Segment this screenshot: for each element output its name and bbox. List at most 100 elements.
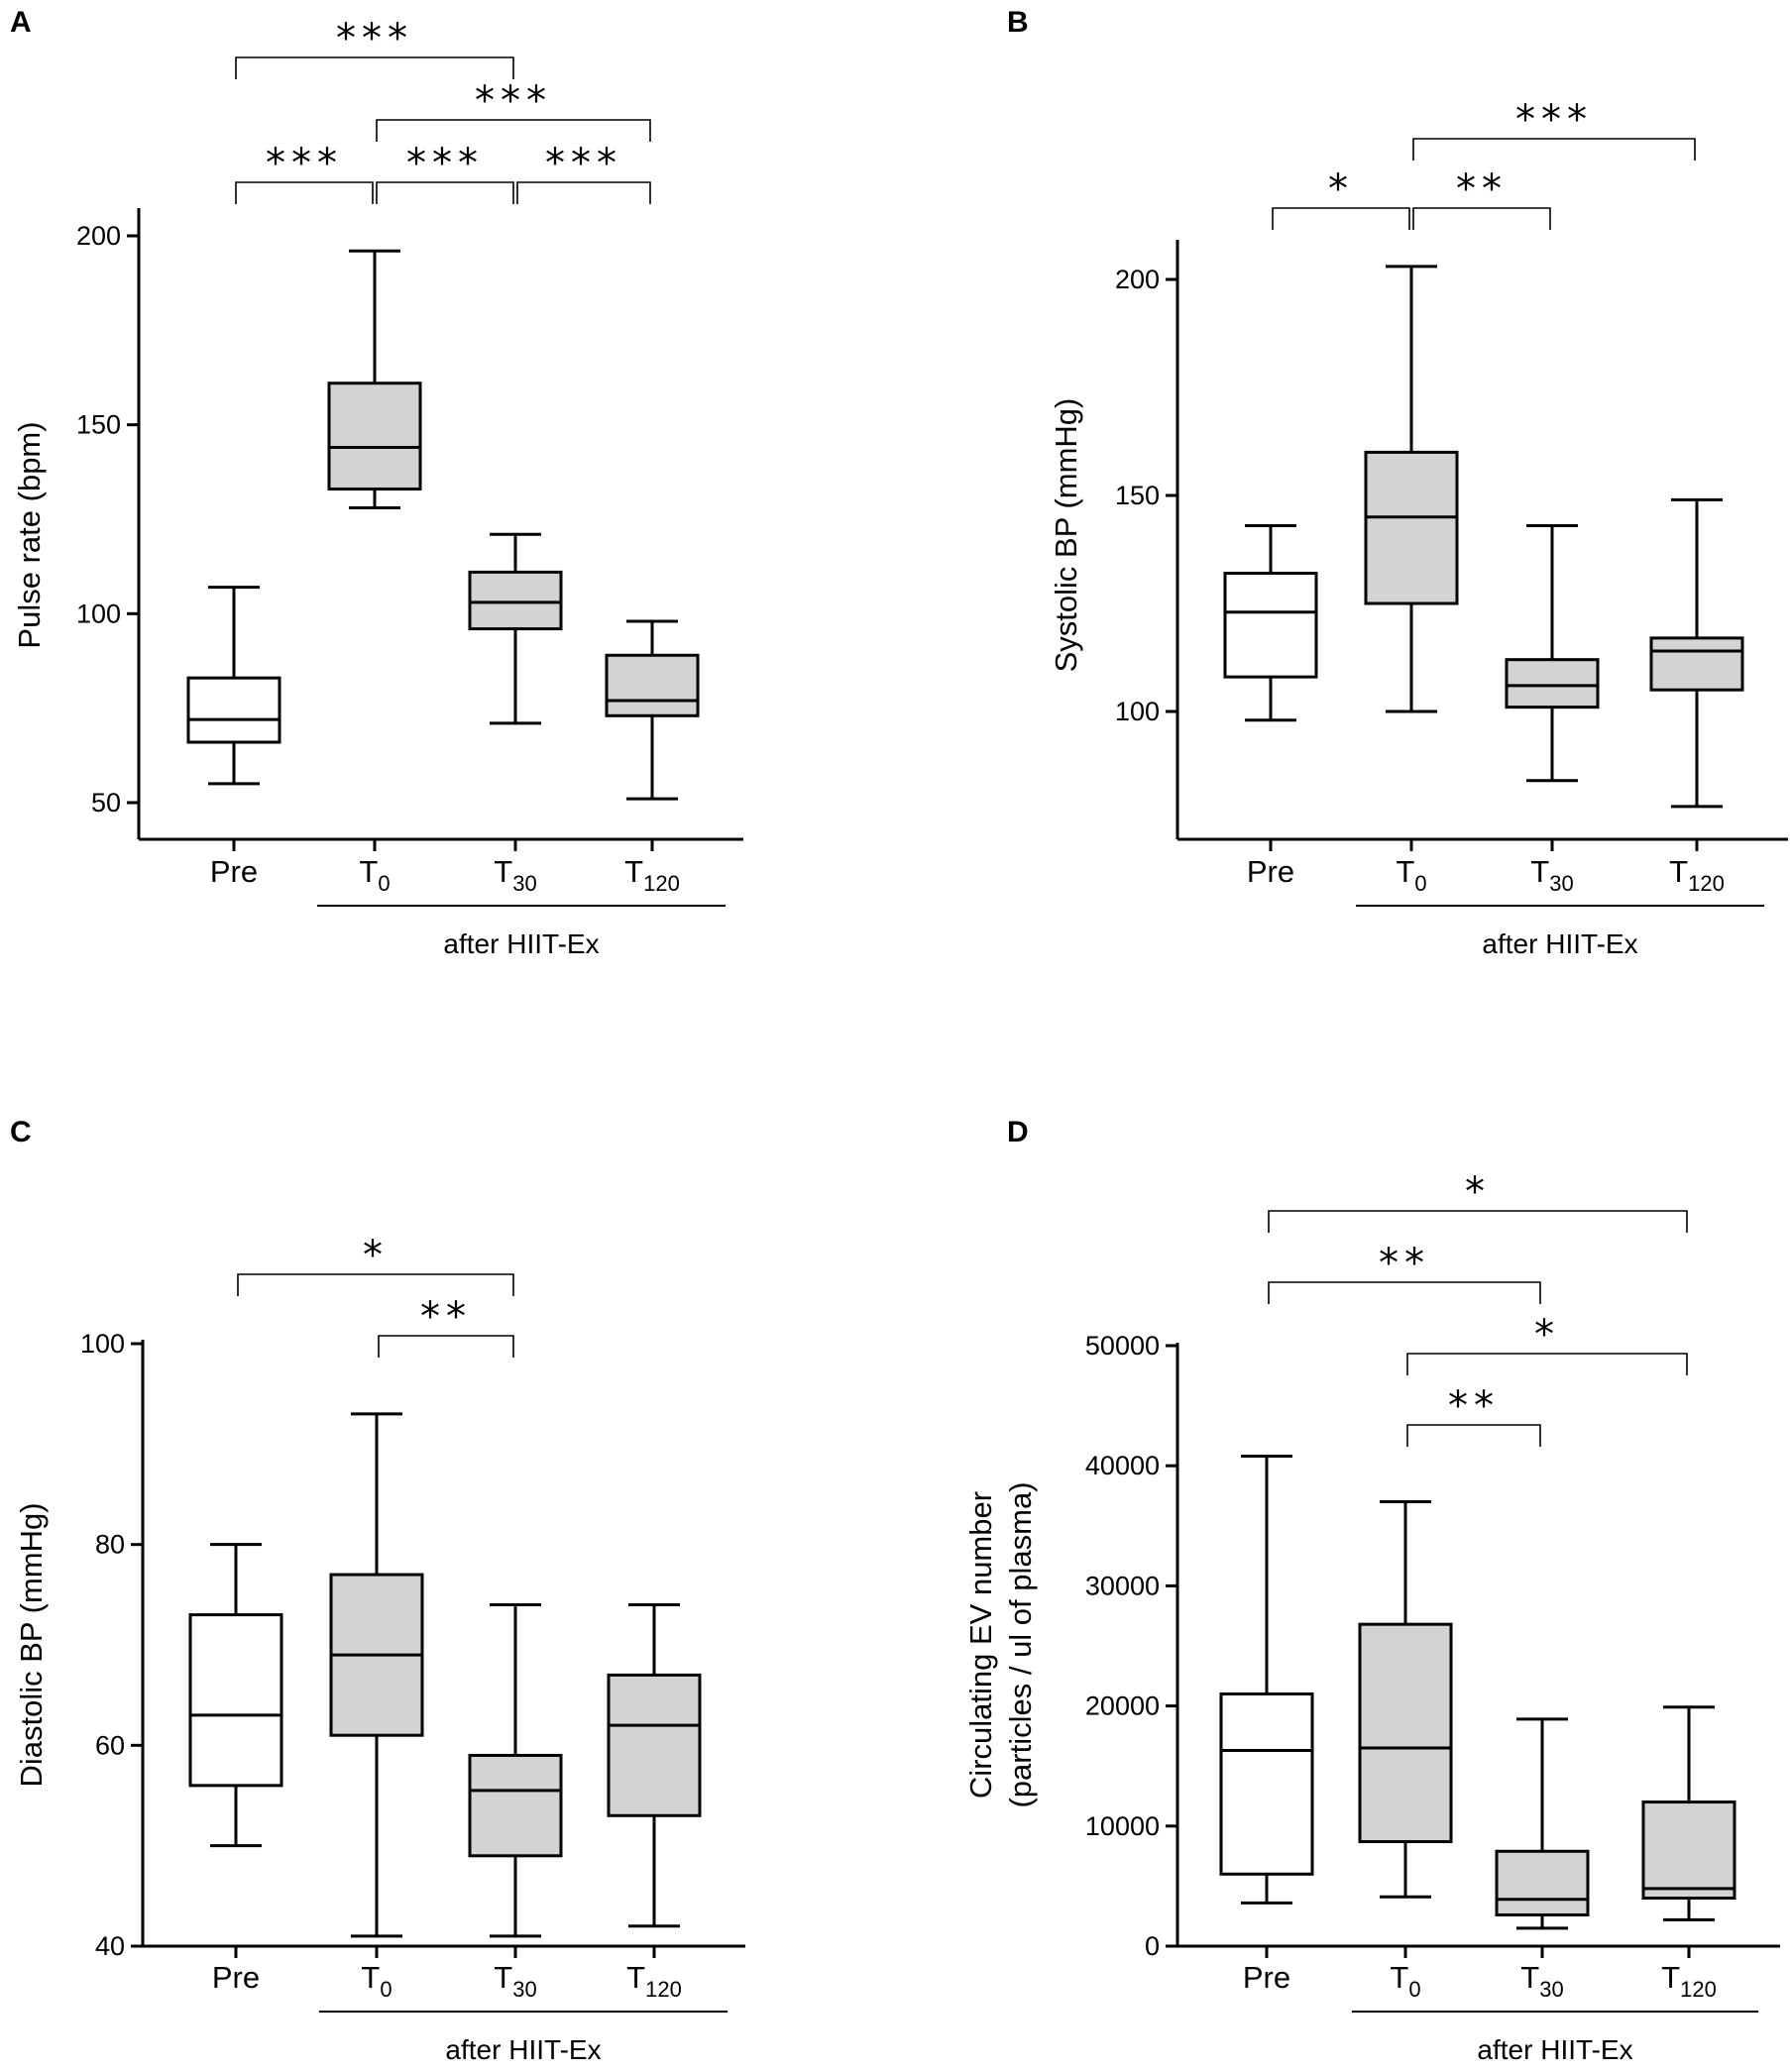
category-label: T120 xyxy=(1661,1960,1717,2002)
box-0 xyxy=(186,586,281,786)
box-1 xyxy=(1364,265,1459,713)
y-tick-label: 60 xyxy=(95,1730,125,1760)
box-2 xyxy=(468,532,563,725)
box-1 xyxy=(327,249,422,510)
group-label: after HIIT-Ex xyxy=(443,928,599,959)
bracket-line xyxy=(376,181,514,204)
category-label: T0 xyxy=(359,854,390,896)
box-3 xyxy=(1641,1705,1736,1921)
significance-bracket: ** xyxy=(1412,166,1551,230)
y-axis-label-2: (particles / ul of plasma) xyxy=(1003,1481,1038,1807)
box-3 xyxy=(1649,497,1744,809)
box-3 xyxy=(607,1602,702,1928)
box-iqr xyxy=(1223,571,1318,679)
significance-label: * xyxy=(1465,1169,1491,1215)
y-tick-label: 40 xyxy=(95,1931,125,1961)
significance-label: *** xyxy=(545,141,622,186)
group-label: after HIIT-Ex xyxy=(445,2034,601,2065)
significance-label: *** xyxy=(475,78,552,124)
bracket-line xyxy=(235,181,374,204)
box-iqr xyxy=(1358,1622,1453,1844)
panel-a: A 50 100 150 200 Pre T0 T30 T120 after HIIT-Ex Pul… xyxy=(10,6,743,959)
box-2 xyxy=(1505,524,1600,783)
significance-label: ** xyxy=(420,1294,472,1340)
category-label: T120 xyxy=(624,854,680,896)
box-3 xyxy=(605,619,700,801)
bracket-line xyxy=(1272,207,1410,230)
box-iqr xyxy=(607,1673,702,1817)
panel-letter: B xyxy=(1007,6,1029,39)
category-label: Pre xyxy=(212,1960,260,1995)
box-iqr xyxy=(468,1753,563,1858)
y-tick-label: 20000 xyxy=(1085,1691,1160,1721)
y-tick-label: 50 xyxy=(91,788,121,818)
significance-label: ** xyxy=(1456,166,1508,212)
y-tick-label: 50000 xyxy=(1085,1331,1160,1361)
box-0 xyxy=(1219,1455,1314,1905)
y-tick-label: 150 xyxy=(1115,481,1160,510)
significance-bracket: * xyxy=(1268,1169,1688,1233)
panel-b: B 100 150 200 Pre T0 T30 T120 after HIIT-Ex Systo… xyxy=(1007,6,1788,959)
box-iqr xyxy=(1219,1691,1314,1876)
significance-bracket: *** xyxy=(376,78,651,142)
box-iqr xyxy=(1364,450,1459,605)
significance-bracket: * xyxy=(1406,1312,1688,1375)
category-label: T30 xyxy=(1530,854,1573,896)
box-iqr xyxy=(188,1613,283,1788)
panel-letter: D xyxy=(1007,1116,1029,1148)
y-axis-label: Diastolic BP (mmHg) xyxy=(14,1502,49,1787)
significance-label: *** xyxy=(1515,97,1593,143)
box-iqr xyxy=(1641,1800,1736,1901)
y-axis-label: Systolic BP (mmHg) xyxy=(1049,398,1083,673)
y-tick-label: 100 xyxy=(80,1329,125,1359)
box-iqr xyxy=(605,653,700,717)
significance-bracket: * xyxy=(237,1233,514,1296)
box-2 xyxy=(1495,1717,1590,1930)
significance-label: *** xyxy=(406,141,484,186)
significance-bracket: *** xyxy=(235,16,514,79)
panel-c: C 40 60 80 100 Pre T0 T30 T120 after HIIT-Ex Diast… xyxy=(10,1116,745,2065)
category-label: T0 xyxy=(1396,854,1426,896)
y-axis-label: Pulse rate (bpm) xyxy=(12,421,47,648)
box-iqr xyxy=(327,382,422,491)
significance-label: * xyxy=(1328,166,1354,212)
significance-bracket: *** xyxy=(235,141,374,204)
y-tick-label: 100 xyxy=(1115,697,1160,726)
category-label: Pre xyxy=(1247,854,1294,889)
box-1 xyxy=(329,1412,424,1938)
bracket-line xyxy=(1406,1353,1688,1375)
bracket-line xyxy=(1268,1210,1688,1233)
y-axis-label: Circulating EV number xyxy=(963,1491,998,1799)
box-iqr xyxy=(1495,1849,1590,1916)
y-tick-label: 200 xyxy=(1115,265,1160,294)
bracket-line xyxy=(376,119,651,142)
y-tick-label: 10000 xyxy=(1085,1811,1160,1841)
significance-label: ** xyxy=(1379,1241,1430,1286)
box-iqr xyxy=(1505,658,1600,709)
bracket-line xyxy=(1412,138,1696,161)
category-label: T120 xyxy=(1669,854,1725,896)
bracket-line xyxy=(378,1335,514,1358)
significance-bracket: ** xyxy=(1406,1383,1541,1447)
box-1 xyxy=(1358,1500,1453,1899)
bracket-line xyxy=(1412,207,1551,230)
category-label: T30 xyxy=(494,854,536,896)
panel-letter: C xyxy=(10,1116,32,1148)
y-tick-label: 150 xyxy=(76,410,121,440)
y-tick-label: 100 xyxy=(76,599,121,628)
significance-bracket: *** xyxy=(1412,97,1696,161)
category-label: Pre xyxy=(1243,1960,1290,1995)
significance-label: ** xyxy=(1448,1383,1500,1429)
category-label: T0 xyxy=(361,1960,392,2002)
group-label: after HIIT-Ex xyxy=(1482,928,1637,959)
category-label: Pre xyxy=(210,854,258,889)
category-label: T0 xyxy=(1390,1960,1420,2002)
bracket-line xyxy=(516,181,651,204)
y-tick-label: 30000 xyxy=(1085,1571,1160,1600)
y-tick-label: 0 xyxy=(1145,1931,1160,1961)
box-iqr xyxy=(1649,636,1744,692)
significance-label: *** xyxy=(266,141,343,186)
panel-d: D 0 10000 20000 30000 40000 50000 Pre T0 T30 T120 a… xyxy=(963,1116,1780,2065)
significance-bracket: *** xyxy=(516,141,651,204)
